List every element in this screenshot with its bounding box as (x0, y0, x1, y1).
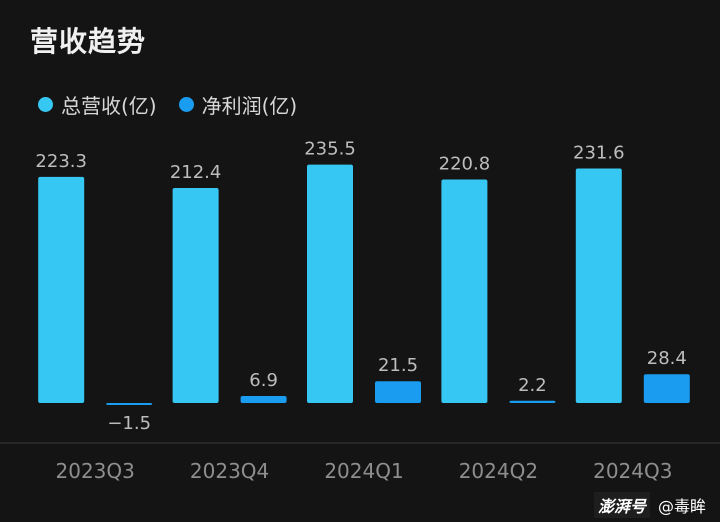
x-tick-label-2024q2: 2024Q2 (459, 459, 538, 483)
net-profit-bar-2024q1 (375, 381, 421, 403)
legend-dot-revenue (38, 97, 53, 112)
net-profit-bar-2024q2 (509, 400, 556, 403)
net-profit-bar-2024q3 (643, 374, 690, 403)
legend-item-revenue: 总营收(亿) (38, 90, 157, 119)
revenue-label-2023q3: 223.3 (35, 151, 87, 172)
x-tick-label-2024q3: 2024Q3 (593, 459, 672, 483)
x-tick-label-2023q3: 2023Q3 (56, 459, 135, 483)
revenue-bar-2023q3 (38, 176, 85, 403)
revenue-bar-2024q1 (307, 164, 353, 403)
net-profit-label-2024q2: 2.2 (518, 375, 547, 396)
net-profit-label-2023q4: 6.9 (249, 370, 278, 391)
legend-label-revenue: 总营收(亿) (61, 94, 157, 118)
watermark-author: @毒眸 (657, 497, 706, 516)
chart-legend: 总营收(亿) 净利润(亿) (38, 90, 319, 119)
revenue-label-2023q4: 212.4 (170, 162, 222, 183)
revenue-label-2024q1: 235.5 (304, 139, 356, 160)
net-profit-label-2024q1: 21.5 (378, 355, 418, 376)
revenue-bar-2024q2 (441, 179, 488, 403)
x-tick-label-2024q1: 2024Q1 (324, 459, 403, 483)
net-profit-bar-2023q4 (240, 396, 287, 403)
chart-title: 营收趋势 (30, 25, 147, 58)
watermark: 澎湃号 @毒眸 (593, 492, 706, 518)
net-profit-label-2024q3: 28.4 (647, 348, 687, 369)
legend-dot-net-profit (178, 97, 194, 112)
revenue-label-2024q3: 231.6 (573, 143, 625, 164)
revenue-bar-2023q4 (172, 187, 219, 403)
legend-label-net-profit: 净利润(亿) (201, 94, 298, 118)
net-profit-label-2023q3: −1.5 (107, 413, 151, 434)
revenue-bar-2024q3 (575, 168, 622, 403)
net-profit-bar-2023q3 (106, 403, 153, 405)
legend-item-net-profit: 净利润(亿) (178, 90, 298, 119)
revenue-label-2024q2: 220.8 (439, 153, 491, 174)
x-tick-label-2023q4: 2023Q4 (190, 459, 269, 483)
watermark-logo: 澎湃号 (593, 492, 650, 518)
